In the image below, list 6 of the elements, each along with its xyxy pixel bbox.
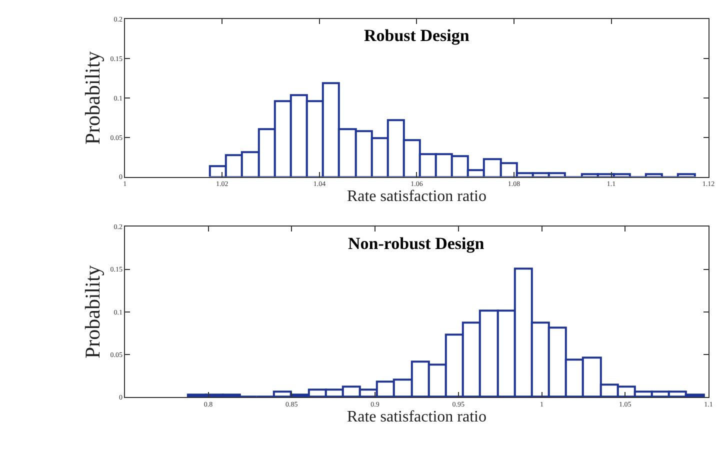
- y-axis-title: Probability: [80, 50, 104, 145]
- x-axis-title: Rate satisfaction ratio: [346, 408, 486, 426]
- text: Non-robust Design: [348, 234, 485, 253]
- chart-title: Robust Design: [364, 26, 470, 45]
- x-axis-title: Rate satisfaction ratio: [346, 188, 486, 206]
- y-axis-title: Probability: [80, 264, 104, 359]
